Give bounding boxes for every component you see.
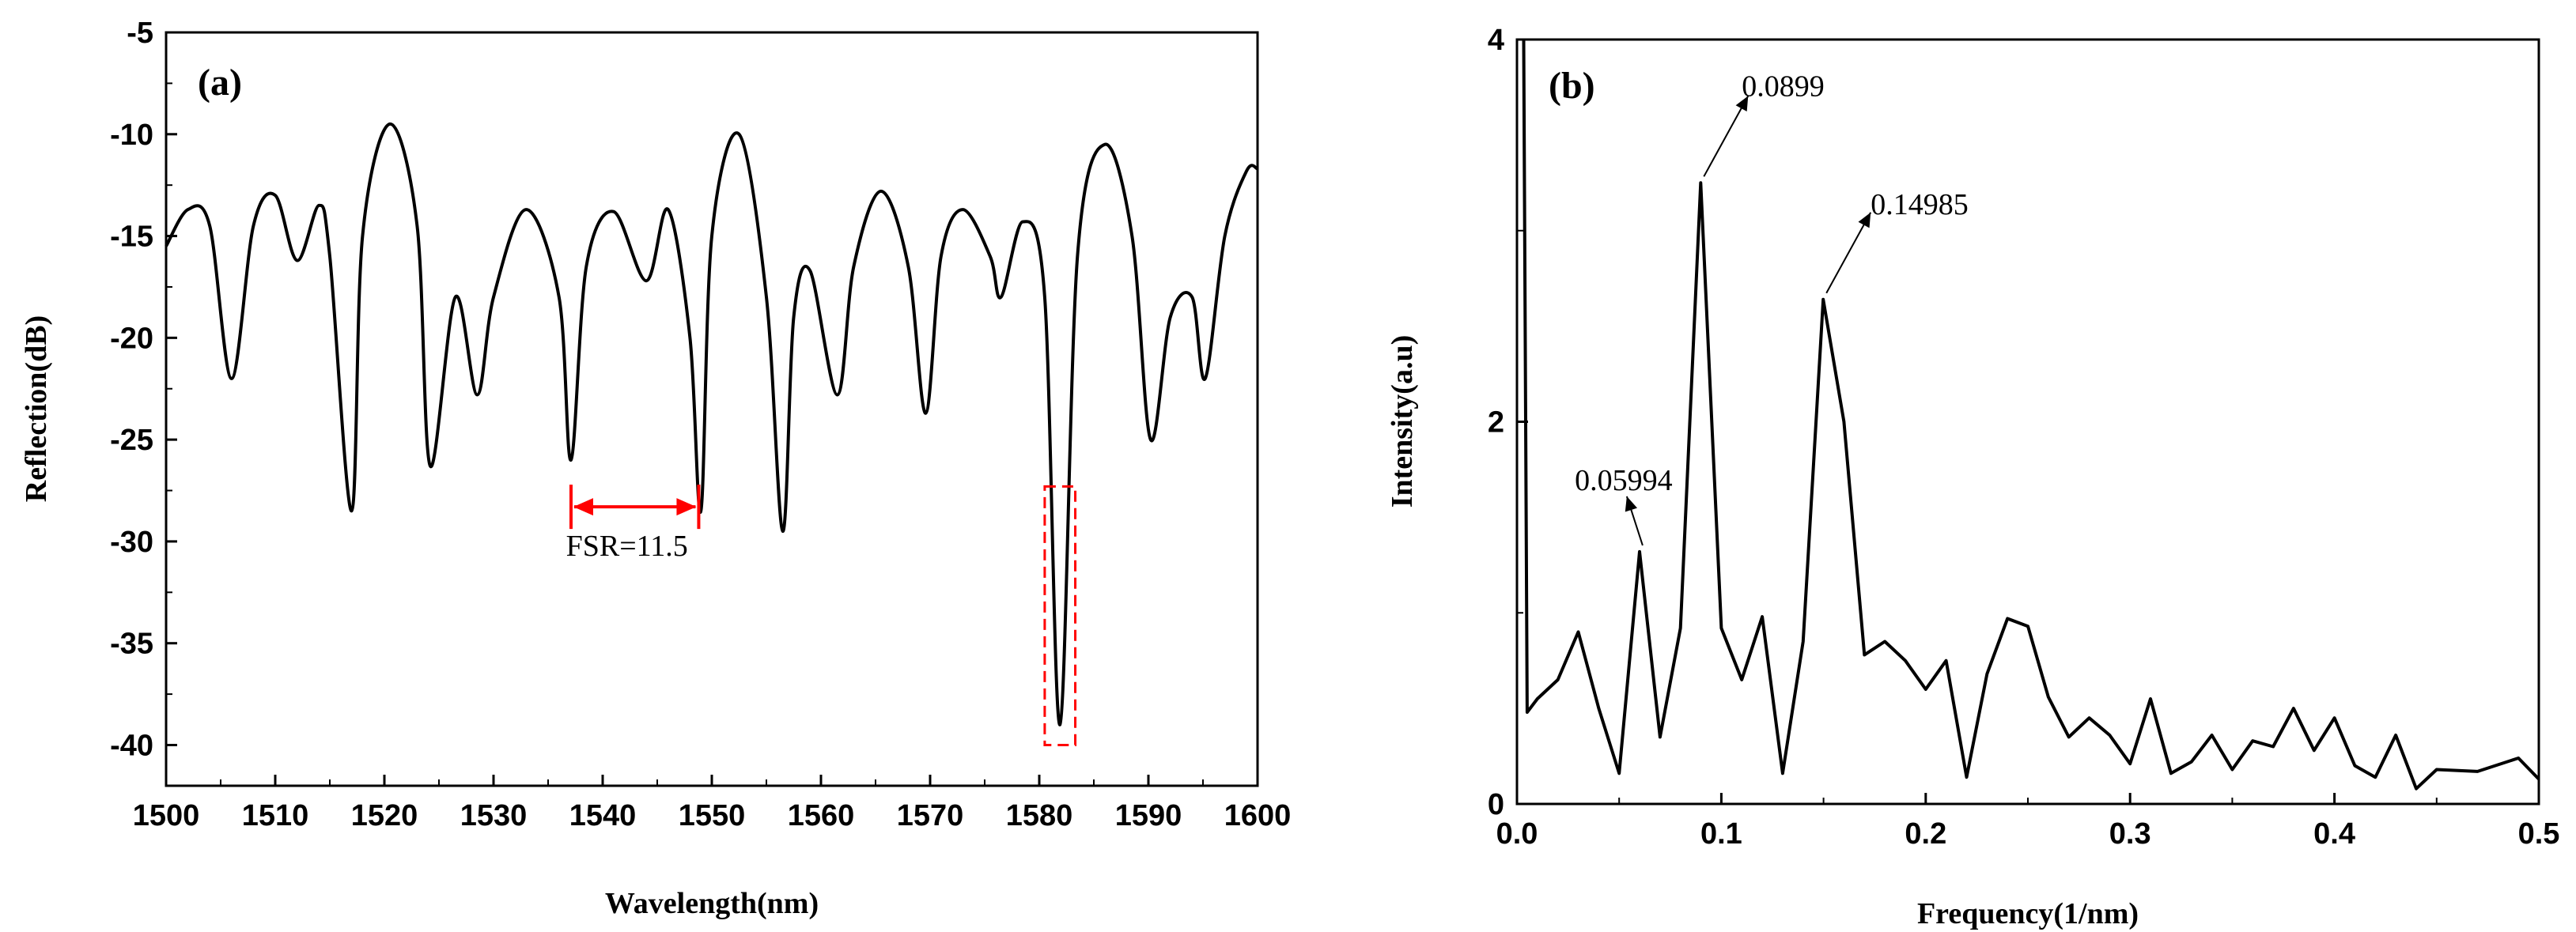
peak-label: 0.05994 [1575, 464, 1673, 497]
x-tick-label: 1570 [897, 799, 964, 832]
x-tick-label: 0.2 [1905, 817, 1946, 851]
peak-arrowhead [1735, 96, 1749, 111]
x-tick-label: 1580 [1006, 799, 1073, 832]
y-tick-label: -10 [110, 119, 153, 152]
x-tick-label: 0.3 [2109, 817, 2151, 851]
peak-label: 0.14985 [1871, 188, 1969, 221]
x-tick-label: 1520 [351, 799, 418, 832]
plot-frame-a [165, 31, 1259, 787]
y-tick-label: 4 [1488, 24, 1504, 57]
y-tick-label: -40 [110, 729, 153, 762]
chart-panel-b: 0.0 0.1 0.2 0.3 0.4 0.5 0 2 4 0.0899 0.14985 0.059… [1386, 24, 2559, 930]
fsr-arrowhead-right [676, 498, 697, 516]
y-tick-label: 2 [1488, 406, 1504, 440]
x-tick-label: 0.4 [2313, 817, 2355, 851]
y-tick-label: 0 [1488, 788, 1504, 821]
panel-label-a: (a) [198, 62, 242, 104]
x-tick-label: 1590 [1115, 799, 1182, 832]
peak-annotations: 0.0899 0.14985 0.05994 [1575, 70, 1969, 546]
y-axis-title-b: Intensity(a.u) [1386, 335, 1419, 508]
fsr-annotation: FSR=11.5 [566, 485, 701, 563]
y-tick-label: -20 [110, 322, 153, 355]
y-tick-label: -25 [110, 424, 153, 457]
x-tick-label: 0.5 [2518, 817, 2560, 851]
x-tick-label: 1600 [1224, 799, 1292, 832]
highlight-box [1043, 485, 1077, 746]
x-tick-label: 1510 [242, 799, 309, 832]
y-tick-label: -5 [127, 17, 153, 50]
x-tick-label: 1540 [569, 799, 637, 832]
x-tick-label: 0.1 [1700, 817, 1742, 851]
x-tick-label: 1530 [460, 799, 528, 832]
y-tick-label: -30 [110, 526, 153, 559]
peak-arrow-line [1825, 212, 1872, 294]
x-tick-label: 0.0 [1496, 817, 1538, 851]
x-tick-label: 1560 [788, 799, 855, 832]
fsr-arrowhead-left [573, 498, 593, 516]
peak-arrowhead [1625, 496, 1638, 512]
chart-panel-a: 1500 1510 1520 1530 1540 1550 1560 1570 1580 1590… [20, 17, 1291, 920]
ticks-a: 1500 1510 1520 1530 1540 1550 1560 1570 1580 1590… [110, 17, 1291, 832]
x-axis-title-b: Frequency(1/nm) [1917, 897, 2139, 930]
series-line-fft [1522, 39, 2540, 791]
peak-arrowhead [1858, 212, 1871, 228]
ticks-b: 0.0 0.1 0.2 0.3 0.4 0.5 0 2 4 [1488, 24, 2560, 851]
series-line-reflection [165, 122, 1258, 726]
x-tick-label: 1500 [133, 799, 200, 832]
y-tick-label: -35 [110, 628, 153, 661]
peak-arrow-line [1703, 95, 1749, 177]
x-tick-label: 1550 [679, 799, 746, 832]
peak-label: 0.0899 [1742, 70, 1825, 103]
panel-label-b: (b) [1549, 65, 1595, 107]
fsr-label: FSR=11.5 [566, 530, 688, 563]
x-axis-title-a: Wavelength(nm) [605, 887, 819, 920]
y-tick-label: -15 [110, 221, 153, 254]
y-axis-title-a: Reflection(dB) [20, 315, 53, 502]
